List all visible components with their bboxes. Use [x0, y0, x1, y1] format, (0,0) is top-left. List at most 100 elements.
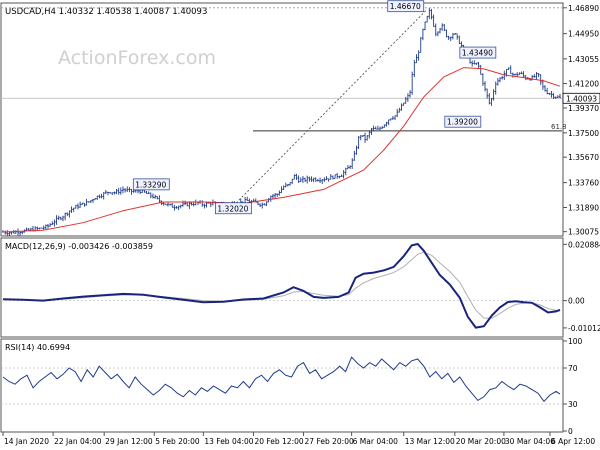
price-bar	[147, 191, 150, 195]
price-bar	[259, 203, 262, 207]
price-annotation-label: 1.46670	[390, 2, 421, 11]
price-bar	[177, 205, 180, 211]
price-bar	[263, 203, 266, 206]
price-bar	[372, 125, 375, 132]
price-bar	[432, 14, 435, 27]
price-bar	[454, 33, 457, 35]
price-bar	[394, 115, 397, 121]
price-bar	[8, 231, 11, 237]
price-bar	[520, 71, 523, 75]
price-bar	[539, 74, 542, 85]
current-price-label: 1.40093	[566, 94, 597, 103]
price-bar	[179, 204, 182, 209]
price-bar	[518, 72, 521, 76]
price-bar	[53, 219, 56, 227]
price-bar	[325, 176, 328, 181]
macd-axis: 0.020884 0.00 -0.010121	[563, 240, 600, 333]
price-bar	[203, 203, 206, 209]
price-bar	[102, 191, 105, 200]
price-bar	[475, 62, 478, 65]
price-bar	[323, 177, 326, 182]
price-bar	[316, 178, 319, 182]
price-bar	[554, 96, 557, 99]
price-bar	[49, 223, 52, 227]
price-bar	[297, 175, 300, 183]
price-bar	[364, 132, 367, 143]
price-bar	[340, 174, 343, 178]
macd-tick-label: -0.010121	[568, 324, 600, 333]
price-bar	[19, 231, 22, 237]
macd-main-line	[2, 242, 561, 329]
price-bar	[6, 230, 9, 236]
price-bar	[445, 29, 448, 38]
price-annotation: 1.32020	[215, 202, 252, 215]
price-bar	[541, 79, 544, 90]
price-bar	[424, 21, 427, 31]
price-bar	[158, 195, 161, 203]
price-bar	[40, 227, 43, 229]
price-bar	[265, 201, 268, 206]
price-tick-label: 1.33760	[568, 179, 599, 188]
price-bar	[447, 35, 450, 40]
price-bar	[68, 210, 71, 218]
price-tick-label: 1.35670	[568, 153, 599, 162]
price-bar	[516, 72, 519, 77]
price-bar	[507, 67, 510, 70]
price-bar	[286, 184, 289, 187]
price-tick-label: 1.46890	[568, 4, 599, 13]
price-bar	[417, 50, 420, 61]
price-bar	[522, 71, 525, 78]
price-bar	[441, 23, 444, 31]
rsi-title: RSI(14) 40.6994	[5, 343, 70, 352]
price-bar	[434, 23, 437, 37]
price-bar	[256, 201, 259, 206]
price-bar	[550, 90, 553, 98]
price-tick-label: 1.31890	[568, 204, 599, 213]
price-bar	[156, 195, 159, 200]
price-bar	[126, 186, 129, 192]
price-bar	[415, 54, 418, 64]
time-tick-label: 6 Mar 04:00	[353, 437, 399, 446]
rsi-panel-frame	[0, 338, 564, 433]
price-bar	[366, 135, 369, 141]
price-bar	[51, 221, 54, 226]
price-bar	[385, 121, 388, 127]
price-bar	[301, 175, 304, 183]
price-bar	[186, 202, 189, 207]
price-bar	[319, 177, 322, 183]
price-bar	[276, 193, 279, 197]
price-bar	[329, 174, 332, 180]
price-bar	[246, 196, 249, 201]
price-bar	[261, 202, 264, 209]
rsi-line	[2, 356, 561, 403]
price-bar	[91, 198, 94, 203]
macd-panel-frame	[0, 237, 564, 338]
price-bar	[398, 107, 401, 113]
price-bar	[428, 8, 431, 20]
price-bar	[89, 199, 92, 203]
price-bar	[46, 224, 49, 229]
rsi-panel: RSI(14) 40.6994 100 70 30 0	[0, 337, 583, 436]
price-bar	[331, 175, 334, 180]
price-bar	[349, 165, 352, 170]
price-bar	[104, 190, 107, 194]
symbol-info: USDCAD,H4 1.40332 1.40538 1.40087 1.4009…	[5, 7, 207, 17]
price-bar	[79, 201, 82, 208]
price-bar	[383, 124, 386, 128]
price-bar	[188, 201, 191, 209]
price-bar	[128, 187, 131, 193]
price-bar	[321, 179, 324, 185]
price-bar	[42, 225, 45, 231]
price-bar	[419, 37, 422, 53]
price-bar	[376, 125, 379, 130]
price-bar	[496, 78, 499, 86]
price-bar	[353, 150, 356, 161]
price-bar	[190, 202, 193, 206]
price-bar	[87, 201, 90, 203]
price-axis: 1.46890 1.44950 1.43055 1.41200 1.39370 1.375…	[562, 4, 600, 237]
price-bar	[537, 73, 540, 78]
moving-average-line	[2, 67, 561, 233]
rsi-tick-label: 0	[568, 427, 573, 436]
price-bar	[391, 116, 394, 120]
price-bar	[411, 71, 414, 95]
